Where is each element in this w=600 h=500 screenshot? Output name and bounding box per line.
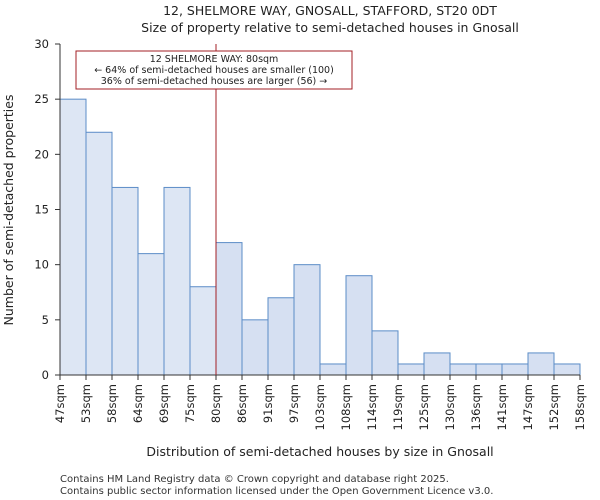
bar-53sqm [85,131,113,376]
x-tick-label-125sqm: 125sqm [417,384,431,430]
x-ticks: 47sqm 53sqm 58sqm 64sqm 69sqm 75sqm 80sqm 86sqm… [53,375,587,430]
bar-91sqm [267,297,295,376]
x-tick-label-147sqm: 147sqm [521,384,535,430]
x-tick-label-130sqm: 130sqm [443,384,457,430]
footer-line-2: Contains public sector information licen… [60,486,493,497]
x-tick-label-86sqm: 86sqm [235,384,249,423]
bar-80sqm [215,242,243,376]
y-tick-label-30: 30 [34,37,49,51]
bar-97sqm [293,264,321,376]
x-tick-label-141sqm: 141sqm [495,384,509,430]
y-axis-label: Number of semi-detached properties [1,95,16,326]
bar-152sqm [553,363,581,376]
footer-line-1: Contains HM Land Registry data © Crown c… [60,474,449,485]
x-tick-label-158sqm: 158sqm [573,384,587,430]
bar-58sqm [111,186,139,376]
x-tick-label-103sqm: 103sqm [313,384,327,430]
x-tick-label-108sqm: 108sqm [339,384,353,430]
bar-141sqm [501,363,529,376]
x-tick-label-75sqm: 75sqm [183,384,197,423]
bar-108sqm [345,275,373,376]
y-tick-label-15: 15 [34,203,49,217]
x-tick-label-80sqm: 80sqm [209,384,223,423]
annotation-line-3: 36% of semi-detached houses are larger (… [101,76,328,87]
x-tick-label-119sqm: 119sqm [391,384,405,430]
bar-136sqm [475,363,503,376]
y-tick-label-25: 25 [34,92,49,106]
annotation-line-1: 12 SHELMORE WAY: 80sqm [150,54,279,65]
y-ticks: 0 5 10 15 20 25 30 [34,37,60,382]
y-tick-label-5: 5 [42,313,49,327]
x-tick-label-64sqm: 64sqm [131,384,145,423]
bar-64sqm [137,253,165,376]
y-tick-label-20: 20 [34,147,49,161]
chart-subtitle: Size of property relative to semi-detach… [141,20,519,35]
bar-130sqm [449,363,477,376]
x-tick-label-69sqm: 69sqm [157,384,171,423]
bar-125sqm [423,352,451,376]
bar-114sqm [371,330,399,376]
bar-75sqm [189,286,217,376]
x-tick-label-91sqm: 91sqm [261,384,275,423]
bar-69sqm [163,186,191,376]
chart-title: 12, SHELMORE WAY, GNOSALL, STAFFORD, ST2… [163,3,497,18]
x-tick-label-58sqm: 58sqm [105,384,119,423]
bars-group [59,98,581,376]
bar-147sqm [527,352,555,376]
x-tick-label-136sqm: 136sqm [469,384,483,430]
x-tick-label-152sqm: 152sqm [547,384,561,430]
bar-119sqm [397,363,425,376]
x-tick-label-47sqm: 47sqm [53,384,67,423]
bar-103sqm [319,363,347,376]
bar-86sqm [241,319,269,376]
y-tick-label-10: 10 [34,258,49,272]
annotation-frame [75,50,353,90]
annotation-box: 12 SHELMORE WAY: 80sqm ← 64% of semi-det… [75,50,353,90]
x-tick-label-97sqm: 97sqm [287,384,301,423]
x-axis-label: Distribution of semi-detached houses by … [146,444,493,459]
annotation-line-2: ← 64% of semi-detached houses are smalle… [94,65,334,76]
bar-47sqm [59,98,87,376]
x-tick-label-53sqm: 53sqm [79,384,93,423]
x-tick-label-114sqm: 114sqm [365,384,379,430]
y-tick-label-0: 0 [42,368,49,382]
